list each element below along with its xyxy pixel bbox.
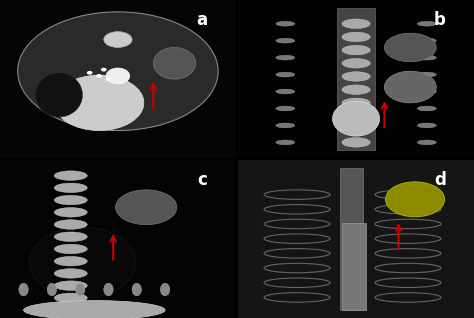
Ellipse shape	[418, 38, 436, 43]
Ellipse shape	[276, 123, 295, 128]
Ellipse shape	[384, 33, 436, 62]
Ellipse shape	[342, 19, 370, 29]
Text: a: a	[196, 11, 208, 29]
Ellipse shape	[276, 140, 295, 145]
Ellipse shape	[342, 85, 370, 94]
Ellipse shape	[418, 55, 436, 60]
Ellipse shape	[19, 283, 28, 296]
Ellipse shape	[54, 195, 87, 205]
Ellipse shape	[54, 269, 87, 278]
Ellipse shape	[36, 73, 82, 117]
Ellipse shape	[276, 38, 295, 43]
Ellipse shape	[54, 232, 87, 241]
Ellipse shape	[276, 72, 295, 77]
Ellipse shape	[342, 45, 370, 55]
Circle shape	[87, 71, 92, 75]
Ellipse shape	[276, 21, 295, 26]
Ellipse shape	[276, 106, 295, 111]
Ellipse shape	[418, 106, 436, 111]
Ellipse shape	[342, 98, 370, 107]
Ellipse shape	[342, 111, 370, 121]
Ellipse shape	[54, 75, 144, 130]
Ellipse shape	[54, 293, 87, 303]
Ellipse shape	[54, 220, 87, 229]
Ellipse shape	[332, 101, 380, 136]
Ellipse shape	[418, 89, 436, 94]
Text: c: c	[198, 171, 208, 189]
Ellipse shape	[342, 124, 370, 134]
Text: b: b	[434, 11, 446, 29]
Ellipse shape	[384, 71, 436, 103]
Ellipse shape	[385, 182, 445, 217]
Circle shape	[96, 74, 102, 78]
Ellipse shape	[418, 21, 436, 26]
Bar	[337, 8, 375, 150]
Ellipse shape	[47, 283, 56, 296]
Bar	[342, 223, 365, 310]
Ellipse shape	[18, 12, 218, 130]
Ellipse shape	[153, 47, 196, 79]
Ellipse shape	[342, 72, 370, 81]
Ellipse shape	[342, 32, 370, 42]
Ellipse shape	[54, 244, 87, 254]
Ellipse shape	[276, 89, 295, 94]
Ellipse shape	[342, 138, 370, 147]
Ellipse shape	[54, 305, 87, 315]
Ellipse shape	[116, 190, 177, 225]
Ellipse shape	[342, 59, 370, 68]
Circle shape	[106, 77, 111, 81]
Ellipse shape	[418, 123, 436, 128]
Ellipse shape	[54, 171, 87, 180]
Ellipse shape	[54, 281, 87, 290]
Ellipse shape	[29, 227, 136, 298]
Ellipse shape	[104, 283, 113, 296]
Ellipse shape	[54, 183, 87, 193]
Ellipse shape	[418, 72, 436, 77]
Text: d: d	[434, 171, 446, 189]
Bar	[339, 168, 363, 310]
Ellipse shape	[24, 301, 165, 318]
Ellipse shape	[160, 283, 170, 296]
Circle shape	[101, 68, 107, 72]
Ellipse shape	[54, 208, 87, 217]
Ellipse shape	[104, 32, 132, 47]
Ellipse shape	[418, 140, 436, 145]
Circle shape	[106, 68, 130, 84]
Ellipse shape	[75, 283, 85, 296]
Ellipse shape	[132, 283, 142, 296]
Ellipse shape	[276, 55, 295, 60]
Ellipse shape	[54, 256, 87, 266]
